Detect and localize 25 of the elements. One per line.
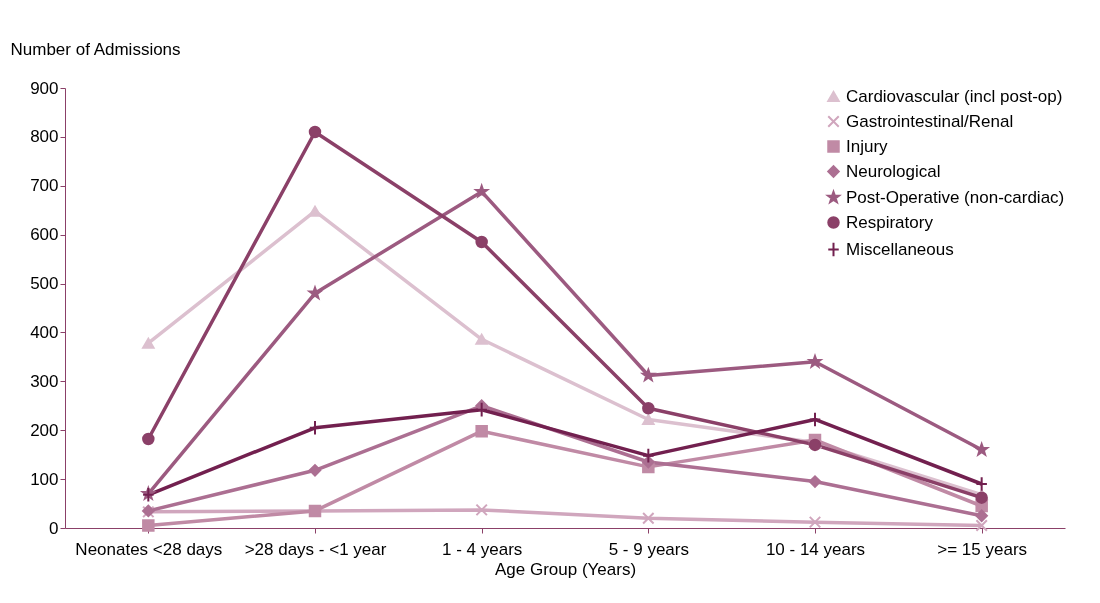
x-tick-label: 1 - 4 years [442,539,523,559]
y-tick-label: 700 [30,176,59,196]
y-tick-label: 200 [30,420,59,440]
y-tick-label: 500 [30,274,59,294]
x-tick-label: >28 days - <1 year [244,539,387,559]
legend-label: Neurological [846,161,941,181]
legend-label: Respiratory [846,212,934,232]
x-tick-label: Neonates <28 days [75,539,223,559]
legend-label: Post-Operative (non-cardiac) [846,187,1065,207]
y-tick-label: 400 [30,322,59,342]
x-tick-label: 5 - 9 years [608,539,689,559]
x-axis-title: Age Group (Years) [494,559,637,579]
y-axis-title: Number of Admissions [10,39,181,59]
y-tick-label: 800 [30,127,59,147]
x-tick-label: 10 - 14 years [765,539,866,559]
y-tick-label: 900 [30,78,59,98]
legend-label: Cardiovascular (incl post-op) [846,86,1063,106]
legend-label: Miscellaneous [846,239,954,259]
x-tick-label: >= 15 years [937,539,1028,559]
y-tick-label: 100 [30,469,59,489]
y-tick-label: 300 [30,371,59,391]
y-tick-label: 600 [30,225,59,245]
legend-label: Injury [846,136,889,156]
y-tick-label: 0 [49,518,59,538]
legend-label: Gastrointestinal/Renal [846,111,1014,131]
